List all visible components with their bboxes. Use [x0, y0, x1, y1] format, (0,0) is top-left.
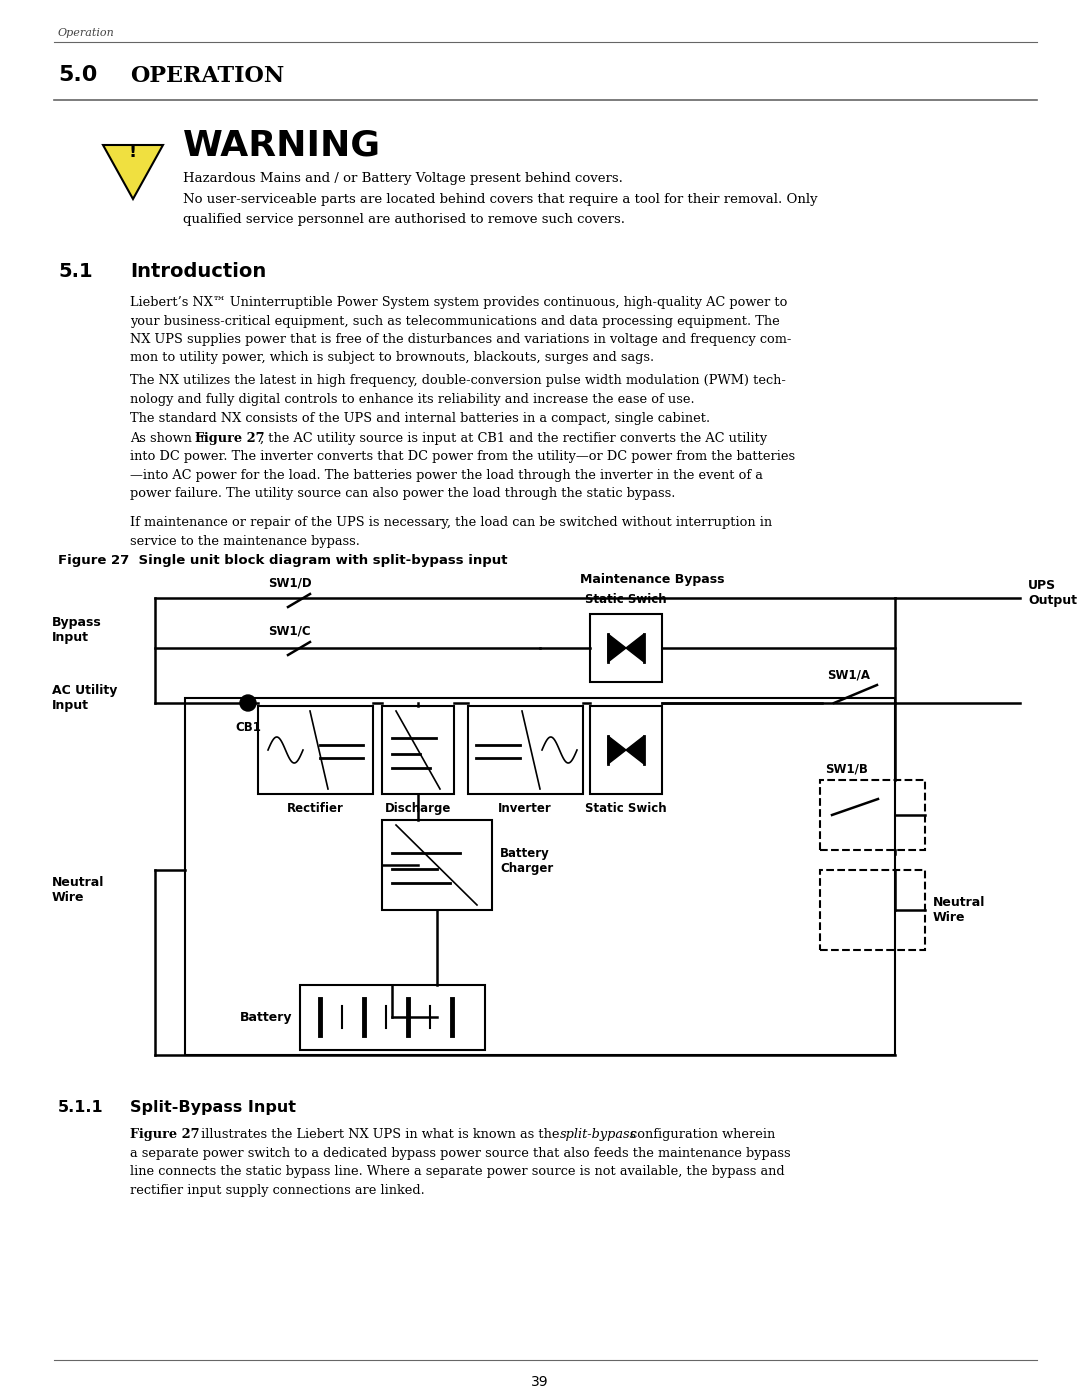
Text: The standard NX consists of the UPS and internal batteries in a compact, single : The standard NX consists of the UPS and … [130, 412, 711, 425]
Text: Rectifier: Rectifier [286, 802, 343, 814]
Polygon shape [103, 145, 163, 198]
Bar [590, 615, 662, 682]
Bar [820, 870, 924, 950]
Circle shape [240, 694, 256, 711]
Text: SW1/A: SW1/A [827, 668, 870, 680]
Bar [382, 705, 454, 793]
Bar [300, 985, 485, 1051]
Text: No user-serviceable parts are located behind covers that require a tool for thei: No user-serviceable parts are located be… [183, 193, 818, 225]
Text: Introduction: Introduction [130, 263, 267, 281]
Text: Battery: Battery [240, 1010, 292, 1024]
Text: 39: 39 [531, 1375, 549, 1389]
Text: Maintenance Bypass: Maintenance Bypass [580, 573, 725, 585]
Text: a separate power switch to a dedicated bypass power source that also feeds the m: a separate power switch to a dedicated b… [130, 1147, 791, 1197]
Bar [468, 705, 583, 793]
Bar [185, 698, 895, 1055]
Text: Split-Bypass Input: Split-Bypass Input [130, 1099, 296, 1115]
Text: Figure 27: Figure 27 [195, 432, 265, 446]
Text: WARNING: WARNING [183, 129, 381, 162]
Text: OPERATION: OPERATION [130, 66, 284, 87]
Text: 5.1: 5.1 [58, 263, 93, 281]
Text: split-bypass: split-bypass [561, 1127, 637, 1141]
Text: , the AC utility source is input at CB1 and the rectifier converts the AC utilit: , the AC utility source is input at CB1 … [260, 432, 767, 446]
Text: illustrates the Liebert NX UPS in what is known as the: illustrates the Liebert NX UPS in what i… [197, 1127, 564, 1141]
Text: Static Swich: Static Swich [585, 802, 666, 814]
Text: Hazardous Mains and / or Battery Voltage present behind covers.: Hazardous Mains and / or Battery Voltage… [183, 172, 623, 184]
Text: Bypass
Input: Bypass Input [52, 616, 102, 644]
Text: Inverter: Inverter [498, 802, 552, 814]
Text: configuration wherein: configuration wherein [626, 1127, 775, 1141]
Text: SW1/D: SW1/D [268, 577, 312, 590]
Text: As shown in: As shown in [130, 432, 213, 446]
Text: Static Swich: Static Swich [585, 592, 666, 606]
Text: into DC power. The inverter converts that DC power from the utility—or DC power : into DC power. The inverter converts tha… [130, 450, 795, 500]
Text: AC Utility
Input: AC Utility Input [52, 685, 118, 712]
Text: Operation: Operation [58, 28, 114, 38]
Text: Figure 27: Figure 27 [130, 1127, 200, 1141]
Text: UPS
Output: UPS Output [1028, 578, 1077, 608]
Text: !: ! [129, 142, 137, 161]
Text: If maintenance or repair of the UPS is necessary, the load can be switched witho: If maintenance or repair of the UPS is n… [130, 515, 772, 548]
Text: 5.1.1: 5.1.1 [58, 1099, 104, 1115]
Bar [258, 705, 373, 793]
Bar [820, 780, 924, 849]
Text: SW1/C: SW1/C [268, 624, 311, 638]
Polygon shape [608, 634, 626, 662]
Text: Neutral
Wire: Neutral Wire [933, 895, 985, 923]
Text: SW1/B: SW1/B [825, 763, 868, 775]
Polygon shape [608, 736, 626, 764]
Bar [590, 705, 662, 793]
Text: 5.0: 5.0 [58, 66, 97, 85]
Polygon shape [626, 736, 644, 764]
Bar [382, 820, 492, 909]
Text: The NX utilizes the latest in high frequency, double-conversion pulse width modu: The NX utilizes the latest in high frequ… [130, 374, 786, 405]
Polygon shape [626, 634, 644, 662]
Text: Figure 27  Single unit block diagram with split-bypass input: Figure 27 Single unit block diagram with… [58, 555, 508, 567]
Text: Discharge: Discharge [384, 802, 451, 814]
Text: Neutral
Wire: Neutral Wire [52, 876, 105, 904]
Text: Battery
Charger: Battery Charger [500, 847, 553, 875]
Text: CB1: CB1 [235, 721, 261, 733]
Text: Liebert’s NX™ Uninterruptible Power System system provides continuous, high-qual: Liebert’s NX™ Uninterruptible Power Syst… [130, 296, 792, 365]
